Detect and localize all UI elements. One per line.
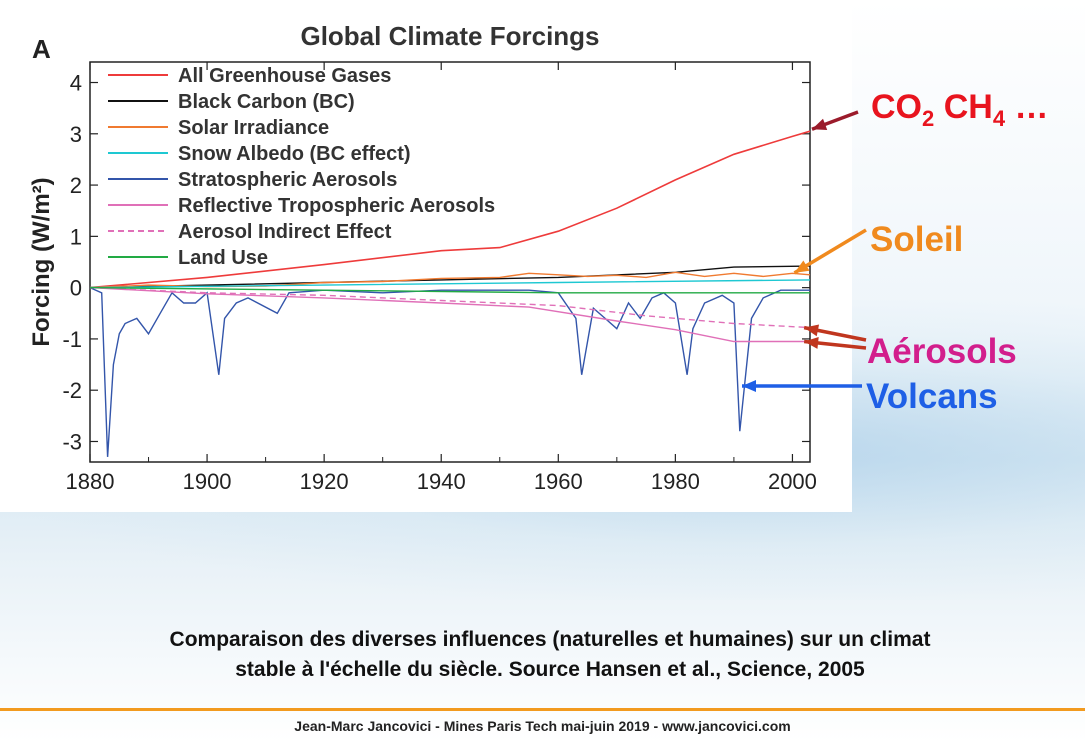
arrow-aerosol-reflective-head <box>804 336 819 349</box>
legend-entry-0: All Greenhouse Gases <box>178 65 391 87</box>
y-tick-label: -1 <box>62 327 82 352</box>
arrow-soleil-head <box>794 260 810 273</box>
series-line-7 <box>89 286 810 294</box>
chart-title: Global Climate Forcings <box>300 21 599 51</box>
series-line-1 <box>89 265 811 289</box>
caption-line-1: Comparaison des diverses influences (nat… <box>169 628 931 651</box>
y-tick-label: 0 <box>70 276 82 301</box>
y-tick-label: 1 <box>70 224 82 249</box>
legend-entry-3: Snow Albedo (BC effect) <box>178 143 411 165</box>
callout-co2-sub: 2 <box>922 106 935 131</box>
series-line-4 <box>89 286 810 457</box>
series-line-3 <box>89 279 811 289</box>
y-tick-label: -3 <box>62 429 82 454</box>
callout-co2-main: CO <box>871 88 922 126</box>
x-tick-label: 1920 <box>300 469 349 494</box>
legend-entry-6: Aerosol Indirect Effect <box>178 221 392 243</box>
arrow-volcans-head <box>742 380 756 392</box>
y-tick-label: 3 <box>70 122 82 147</box>
legend-entry-1: Black Carbon (BC) <box>178 91 355 113</box>
legend-entry-5: Reflective Tropospheric Aerosols <box>178 195 495 217</box>
x-tick-label: 1940 <box>417 469 466 494</box>
series-line-5 <box>89 286 810 343</box>
x-tick-label: 1900 <box>183 469 232 494</box>
callout-ch4-sub: 4 <box>992 106 1006 131</box>
legend-entry-4: Stratospheric Aerosols <box>178 169 397 191</box>
y-axis-label: Forcing (W/m²) <box>28 177 55 346</box>
callout-volcans: Volcans <box>866 377 998 416</box>
arrow-co2-head <box>812 118 828 130</box>
callout-soleil: Soleil <box>870 220 964 259</box>
x-tick-label: 1960 <box>534 469 583 494</box>
chart-panel: Global Climate Forcings A Forcing (W/m²) 4 3… <box>28 21 867 494</box>
callout-ellipsis: … <box>1005 88 1049 126</box>
y-tick-label: -2 <box>62 378 82 403</box>
callout-gap <box>934 88 943 126</box>
callout-ch4-main: CH <box>943 88 993 126</box>
legend-entry-2: Solar Irradiance <box>178 117 329 139</box>
callout-aerosols: Aérosols <box>867 332 1017 371</box>
x-tick-label: 2000 <box>768 469 817 494</box>
series-line-6 <box>89 286 811 329</box>
caption: Comparaison des diverses influences (nat… <box>40 625 1060 685</box>
panel-label: A <box>32 34 51 64</box>
arrow-aerosol-indirect-head <box>804 324 820 337</box>
callout-co2-ch4: CO2 CH4 … <box>871 88 1049 132</box>
series-line-0 <box>89 130 811 289</box>
footer-credit: Jean-Marc Jancovici - Mines Paris Tech m… <box>294 718 791 734</box>
legend-entry-7: Land Use <box>178 247 268 269</box>
footer-divider <box>0 708 1085 711</box>
caption-line-2: stable à l'échelle du siècle. Source Han… <box>235 658 865 681</box>
y-tick-label: 2 <box>70 173 82 198</box>
x-tick-label: 1880 <box>66 469 115 494</box>
y-tick-label: 4 <box>70 71 82 96</box>
x-tick-label: 1980 <box>651 469 700 494</box>
